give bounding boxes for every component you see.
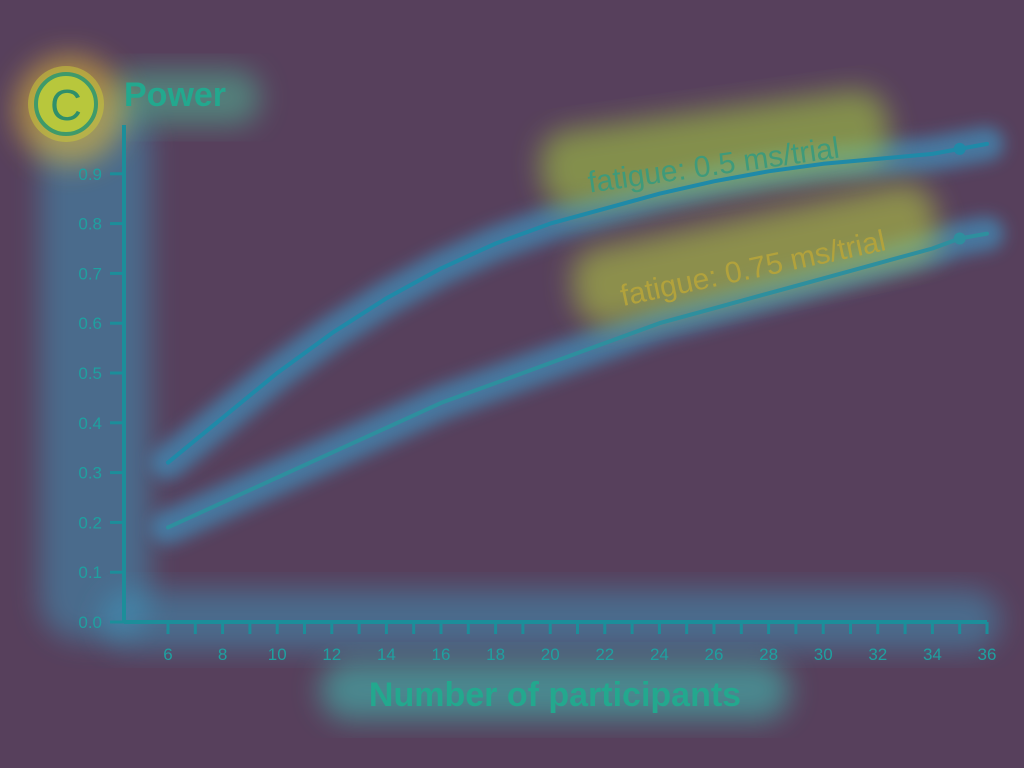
- x-tick-label-14: 34: [923, 645, 942, 664]
- x-tick-label-13: 32: [868, 645, 887, 664]
- series-line-0: [166, 141, 989, 465]
- x-tick-label-6: 18: [486, 645, 505, 664]
- y-tick-label-8: 0.8: [78, 215, 102, 234]
- y-axis-title: Power: [124, 76, 226, 114]
- series-marker-0: [953, 142, 966, 155]
- label-glow-1: [571, 182, 939, 328]
- y-tick-label-0: 0.0: [78, 613, 102, 632]
- panel-badge: [34, 72, 98, 136]
- y-tick-label-3: 0.3: [78, 464, 102, 483]
- x-tick-label-9: 24: [650, 645, 669, 664]
- x-tick-label-12: 30: [814, 645, 833, 664]
- x-tick-label-10: 26: [705, 645, 724, 664]
- x-tick-label-4: 14: [377, 645, 396, 664]
- y-tick-label-5: 0.5: [78, 364, 102, 383]
- x-title-glow: [320, 660, 790, 720]
- y-tick-label-2: 0.2: [78, 513, 102, 532]
- y-title-glow: [110, 70, 260, 125]
- x-tick-label-1: 8: [218, 645, 227, 664]
- x-axis-title: Number of participants: [369, 676, 741, 714]
- axes: 0.0 0.1 0.2 0.3 0.4 0.5 0.6 0.7 0.8 0.9 6 8 10 12 14 16…: [78, 125, 996, 664]
- panel-letter: C: [50, 81, 82, 130]
- panel-label: C: [28, 66, 104, 142]
- x-tick-label-11: 28: [759, 645, 778, 664]
- series-line-1: [166, 231, 989, 530]
- x-tick-label-2: 10: [268, 645, 287, 664]
- x-tick-label-15: 36: [978, 645, 997, 664]
- y-tick-label-1: 0.1: [78, 563, 102, 582]
- x-tick-label-7: 20: [541, 645, 560, 664]
- series-marker-1: [953, 232, 966, 245]
- y-tick-label-6: 0.6: [78, 314, 102, 333]
- label-glow-0: [540, 89, 890, 211]
- y-tick-label-4: 0.4: [78, 414, 102, 433]
- x-tick-label-3: 12: [322, 645, 341, 664]
- y-tick-label-7: 0.7: [78, 264, 102, 283]
- x-tick-label-0: 6: [163, 645, 172, 664]
- x-tick-label-5: 16: [432, 645, 451, 664]
- y-tick-label-9: 0.9: [78, 165, 102, 184]
- x-tick-label-8: 22: [595, 645, 614, 664]
- series-layer: [166, 141, 989, 530]
